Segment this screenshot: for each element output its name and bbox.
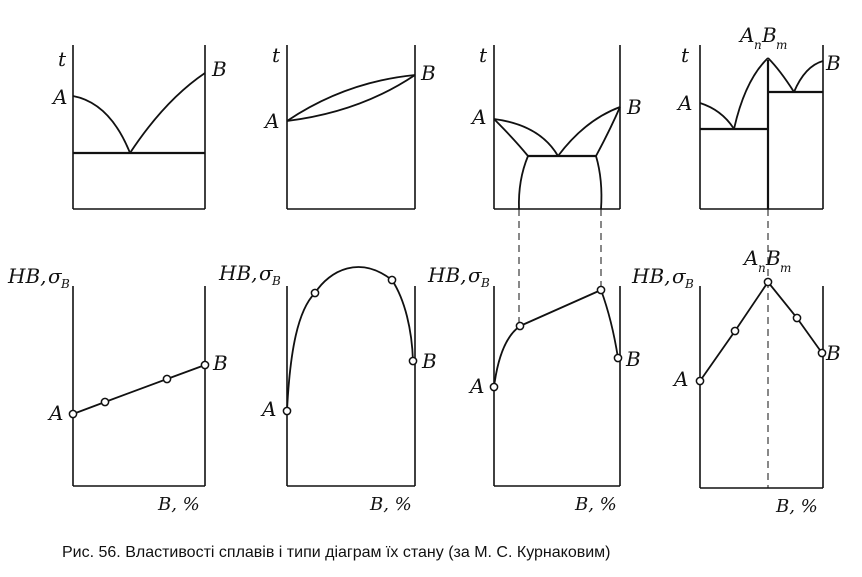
label-sigma: σ bbox=[48, 264, 63, 288]
compound-n: n bbox=[754, 38, 762, 52]
data-point bbox=[596, 285, 606, 295]
compound-A: A bbox=[738, 23, 754, 47]
solidus bbox=[286, 74, 416, 122]
label-compound: A n B m bbox=[742, 246, 791, 275]
x-axis-label: B, % bbox=[369, 494, 412, 515]
data-point bbox=[162, 374, 172, 384]
solvus-left bbox=[518, 155, 529, 210]
label-A: A bbox=[263, 109, 279, 133]
label-t: t bbox=[272, 43, 281, 67]
property-diagram-curved: HB, σ B A B B, % bbox=[218, 261, 437, 515]
phase-diagram-limited-solubility: t A B bbox=[470, 43, 642, 210]
data-point bbox=[387, 275, 397, 285]
property-diagram-limited-solubility: HB, σ B A B B, % bbox=[427, 263, 641, 515]
data-point bbox=[489, 382, 499, 392]
data-point bbox=[792, 313, 802, 323]
label-A: A bbox=[51, 85, 67, 109]
data-point bbox=[282, 406, 292, 416]
label-A: A bbox=[676, 91, 692, 115]
label-B: B bbox=[212, 351, 228, 375]
data-point bbox=[695, 376, 705, 386]
label-B: B bbox=[825, 341, 841, 365]
property-curve-linear bbox=[519, 289, 602, 327]
solvus-right bbox=[595, 155, 603, 210]
compound-A: A bbox=[742, 246, 758, 270]
property-curve bbox=[699, 280, 823, 382]
y-axis-label: HB, σ B bbox=[427, 263, 490, 290]
liquidus-4 bbox=[793, 60, 824, 93]
label-t: t bbox=[681, 43, 690, 67]
liquidus-3 bbox=[767, 57, 795, 93]
label-A: A bbox=[260, 397, 276, 421]
label-t: t bbox=[479, 43, 488, 67]
label-A: A bbox=[470, 105, 486, 129]
data-point bbox=[100, 397, 110, 407]
property-curve-drop bbox=[600, 289, 619, 359]
label-sigma: σ bbox=[468, 263, 483, 287]
property-curve bbox=[72, 364, 206, 415]
label-A: A bbox=[468, 374, 484, 398]
y-axis-label: HB, σ B bbox=[7, 264, 70, 291]
solidus-left bbox=[493, 118, 529, 157]
liquidus-1 bbox=[699, 102, 735, 130]
label-B: B bbox=[825, 51, 841, 75]
label-B: B bbox=[421, 349, 437, 373]
label-hb: HB, bbox=[631, 264, 671, 288]
solidus-right bbox=[595, 106, 621, 157]
phase-diagram-isomorphous: t A B bbox=[263, 43, 436, 210]
liquidus-right bbox=[557, 106, 621, 157]
data-point bbox=[515, 321, 525, 331]
liquidus-right bbox=[129, 72, 206, 154]
label-hb: HB, bbox=[218, 261, 258, 285]
compound-m: m bbox=[780, 261, 791, 275]
label-compound: A n B m bbox=[738, 23, 787, 52]
label-sigma-sub: B bbox=[480, 276, 490, 290]
property-curve-rising bbox=[493, 325, 521, 388]
liquidus bbox=[286, 74, 416, 122]
label-sigma: σ bbox=[259, 261, 274, 285]
label-sigma-sub: B bbox=[60, 277, 70, 291]
label-sigma-sub: B bbox=[271, 274, 281, 288]
label-A: A bbox=[672, 367, 688, 391]
phase-diagram-eutectic: t A B bbox=[51, 45, 227, 210]
label-B: B bbox=[211, 57, 227, 81]
data-point bbox=[68, 409, 78, 419]
phase-diagram-compound: A t B A n B m bbox=[676, 23, 841, 210]
data-point bbox=[730, 326, 740, 336]
data-point bbox=[613, 353, 623, 363]
compound-m: m bbox=[776, 38, 787, 52]
label-B: B bbox=[625, 347, 641, 371]
property-diagram-linear: HB, σ B A B B, % bbox=[7, 264, 228, 515]
liquidus-2 bbox=[733, 57, 769, 130]
property-diagram-compound: HB, σ B A n B m A B B, % bbox=[631, 246, 841, 517]
label-t: t bbox=[58, 47, 67, 71]
label-B: B bbox=[420, 61, 436, 85]
x-axis-label: B, % bbox=[775, 496, 818, 517]
data-point bbox=[200, 360, 210, 370]
liquidus-left bbox=[72, 95, 131, 154]
label-hb: HB, bbox=[7, 264, 47, 288]
label-hb: HB, bbox=[427, 263, 467, 287]
data-point bbox=[310, 288, 320, 298]
y-axis-label: HB, σ B bbox=[218, 261, 281, 288]
y-axis-label: HB, σ B bbox=[631, 264, 694, 291]
x-axis-label: B, % bbox=[157, 494, 200, 515]
data-point bbox=[408, 356, 418, 366]
label-sigma: σ bbox=[672, 264, 687, 288]
compound-B: B bbox=[761, 23, 777, 47]
figure-caption: Рис. 56. Властивості сплавів і типи діаг… bbox=[62, 544, 611, 561]
compound-B: B bbox=[765, 246, 781, 270]
label-B: B bbox=[626, 95, 642, 119]
liquidus-left bbox=[493, 118, 559, 157]
x-axis-label: B, % bbox=[574, 494, 617, 515]
label-sigma-sub: B bbox=[684, 277, 694, 291]
property-curve bbox=[286, 266, 414, 412]
data-point bbox=[763, 277, 773, 287]
compound-n: n bbox=[758, 261, 766, 275]
data-point bbox=[817, 348, 827, 358]
label-A: A bbox=[47, 401, 63, 425]
